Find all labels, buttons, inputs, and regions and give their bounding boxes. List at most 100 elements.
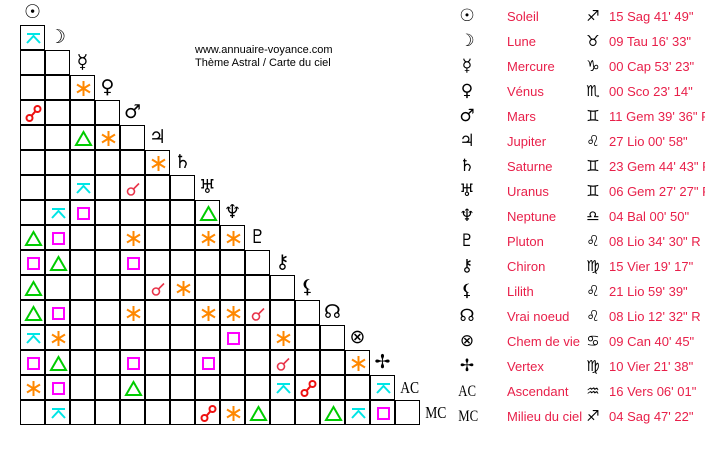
trine-icon — [249, 404, 268, 421]
planet-glyph-icon: ♆︎ — [459, 206, 475, 226]
zodiac-sign-icon: ♎︎ — [586, 207, 600, 225]
aspect-cell — [120, 125, 145, 150]
planet-glyph-icon: ☉︎ — [459, 6, 475, 26]
aspect-cell — [20, 150, 45, 175]
aspect-cell — [70, 225, 95, 250]
aspect-cell — [320, 350, 345, 375]
aspect-cell — [70, 375, 95, 400]
trine-icon — [199, 204, 218, 221]
aspect-cell — [295, 350, 320, 375]
sextile-icon — [201, 306, 216, 321]
aspect-cell — [145, 250, 170, 275]
zodiac-sign-icon: ♉︎ — [586, 32, 600, 50]
lune-glyph-icon: ☽︎ — [48, 26, 67, 48]
planet-position: 04 Sag 47' 22" — [609, 409, 694, 424]
aspect-cell — [220, 350, 245, 375]
position-row: ☊︎ Vrai noeud ♌︎ 08 Lio 12' 32" R — [452, 304, 705, 329]
sextile-icon — [226, 306, 241, 321]
planet-position: 08 Lio 12' 32" R — [609, 309, 701, 324]
planet-glyph-icon: AC — [458, 383, 476, 400]
aspect-cell — [145, 275, 170, 300]
planet-glyph-icon: ⚷︎ — [460, 256, 474, 276]
aspect-cell — [195, 225, 220, 250]
planet-position: 04 Bal 00' 50" — [609, 209, 690, 224]
opposition-icon — [25, 105, 42, 122]
aspect-cell — [295, 300, 320, 325]
planet-position: 09 Tau 16' 33" — [609, 34, 692, 49]
aspect-cell — [170, 250, 195, 275]
aspect-cell — [170, 275, 195, 300]
aspect-cell — [20, 375, 45, 400]
position-row: ♄︎ Saturne ♊︎ 23 Gem 44' 43" R — [452, 154, 705, 179]
zodiac-sign-icon: ♍︎ — [586, 357, 600, 375]
aspect-cell — [195, 275, 220, 300]
site-url: www.annuaire-voyance.com — [195, 44, 333, 56]
aspect-cell — [45, 400, 70, 425]
aspect-cell — [95, 375, 120, 400]
site-header: www.annuaire-voyance.com Thème Astral / … — [195, 44, 333, 70]
aspect-cell — [320, 375, 345, 400]
sextile-icon — [76, 81, 91, 96]
aspect-cell — [45, 175, 70, 200]
aspect-cell — [45, 275, 70, 300]
planet-glyph-icon: ☊︎ — [459, 306, 475, 326]
aspect-cell — [20, 225, 45, 250]
vrai-noeud-glyph-icon: ☊︎ — [324, 301, 341, 323]
aspect-cell — [245, 325, 270, 350]
quincunx-icon — [26, 33, 41, 44]
aspect-cell — [320, 400, 345, 425]
aspect-cell — [45, 350, 70, 375]
zodiac-sign-icon: ♌︎ — [586, 282, 600, 300]
aspect-cell — [20, 50, 45, 75]
aspect-cell — [245, 250, 270, 275]
aspect-cell — [70, 350, 95, 375]
aspect-cell — [20, 400, 45, 425]
aspect-cell — [270, 375, 295, 400]
aspect-cell — [70, 400, 95, 425]
quincunx-icon — [51, 208, 66, 219]
aspect-cell — [20, 100, 45, 125]
planet-name: Vertex — [507, 359, 544, 374]
aspect-cell — [20, 350, 45, 375]
quincunx-icon — [376, 383, 391, 394]
chem-de-vie-glyph-icon: ⊗︎ — [349, 326, 366, 348]
planet-name: Vénus — [507, 84, 544, 99]
sextile-icon — [126, 306, 141, 321]
conjunction-icon — [251, 307, 265, 321]
pluton-glyph-icon: ♇︎ — [248, 226, 267, 248]
planet-glyph-icon: ♇︎ — [459, 231, 475, 251]
aspect-cell — [145, 350, 170, 375]
trine-icon — [74, 129, 93, 146]
zodiac-sign-icon: ♊︎ — [586, 157, 600, 175]
planet-name: Neptune — [507, 209, 557, 224]
neptune-glyph-icon: ♆︎ — [223, 201, 242, 223]
aspect-cell — [170, 175, 195, 200]
aspect-cell — [70, 125, 95, 150]
aspect-cell — [145, 375, 170, 400]
position-row: ⚷︎ Chiron ♍︎ 15 Vier 19' 17" — [452, 254, 705, 279]
aspect-grid: ☉︎ ☽︎ ☿︎ ♀︎ ♂︎ ♃︎ ♄︎ ♅︎ ♆︎ ♇︎ ⚷︎ ⚸︎ ☊︎ ⊗︎ ✢︎ AC MC — [20, 1, 446, 425]
aspect-cell — [20, 75, 45, 100]
position-row: ⚸︎ Lilith ♌︎ 21 Lio 59' 39" — [452, 279, 705, 304]
planet-name: Saturne — [507, 159, 553, 174]
planet-glyph-icon: ♀︎ — [460, 81, 474, 101]
sextile-icon — [276, 331, 291, 346]
zodiac-sign-icon: ♊︎ — [586, 107, 600, 125]
sextile-icon — [101, 131, 116, 146]
planet-position: 11 Gem 39' 36" R — [609, 109, 705, 124]
aspect-cell — [95, 400, 120, 425]
aspect-cell — [195, 375, 220, 400]
aspect-cell — [120, 175, 145, 200]
planet-name: Lune — [507, 34, 536, 49]
aspect-cell — [345, 400, 370, 425]
zodiac-sign-icon: ♊︎ — [586, 182, 600, 200]
planet-position: 00 Cap 53' 23" — [609, 59, 695, 74]
aspect-cell — [120, 225, 145, 250]
aspect-cell — [120, 250, 145, 275]
aspect-cell — [70, 100, 95, 125]
aspect-cell — [145, 225, 170, 250]
aspect-cell — [195, 400, 220, 425]
planet-glyph-icon: ♅︎ — [459, 181, 475, 201]
aspect-cell — [70, 250, 95, 275]
vertex-glyph-icon: ✢︎ — [374, 351, 391, 373]
